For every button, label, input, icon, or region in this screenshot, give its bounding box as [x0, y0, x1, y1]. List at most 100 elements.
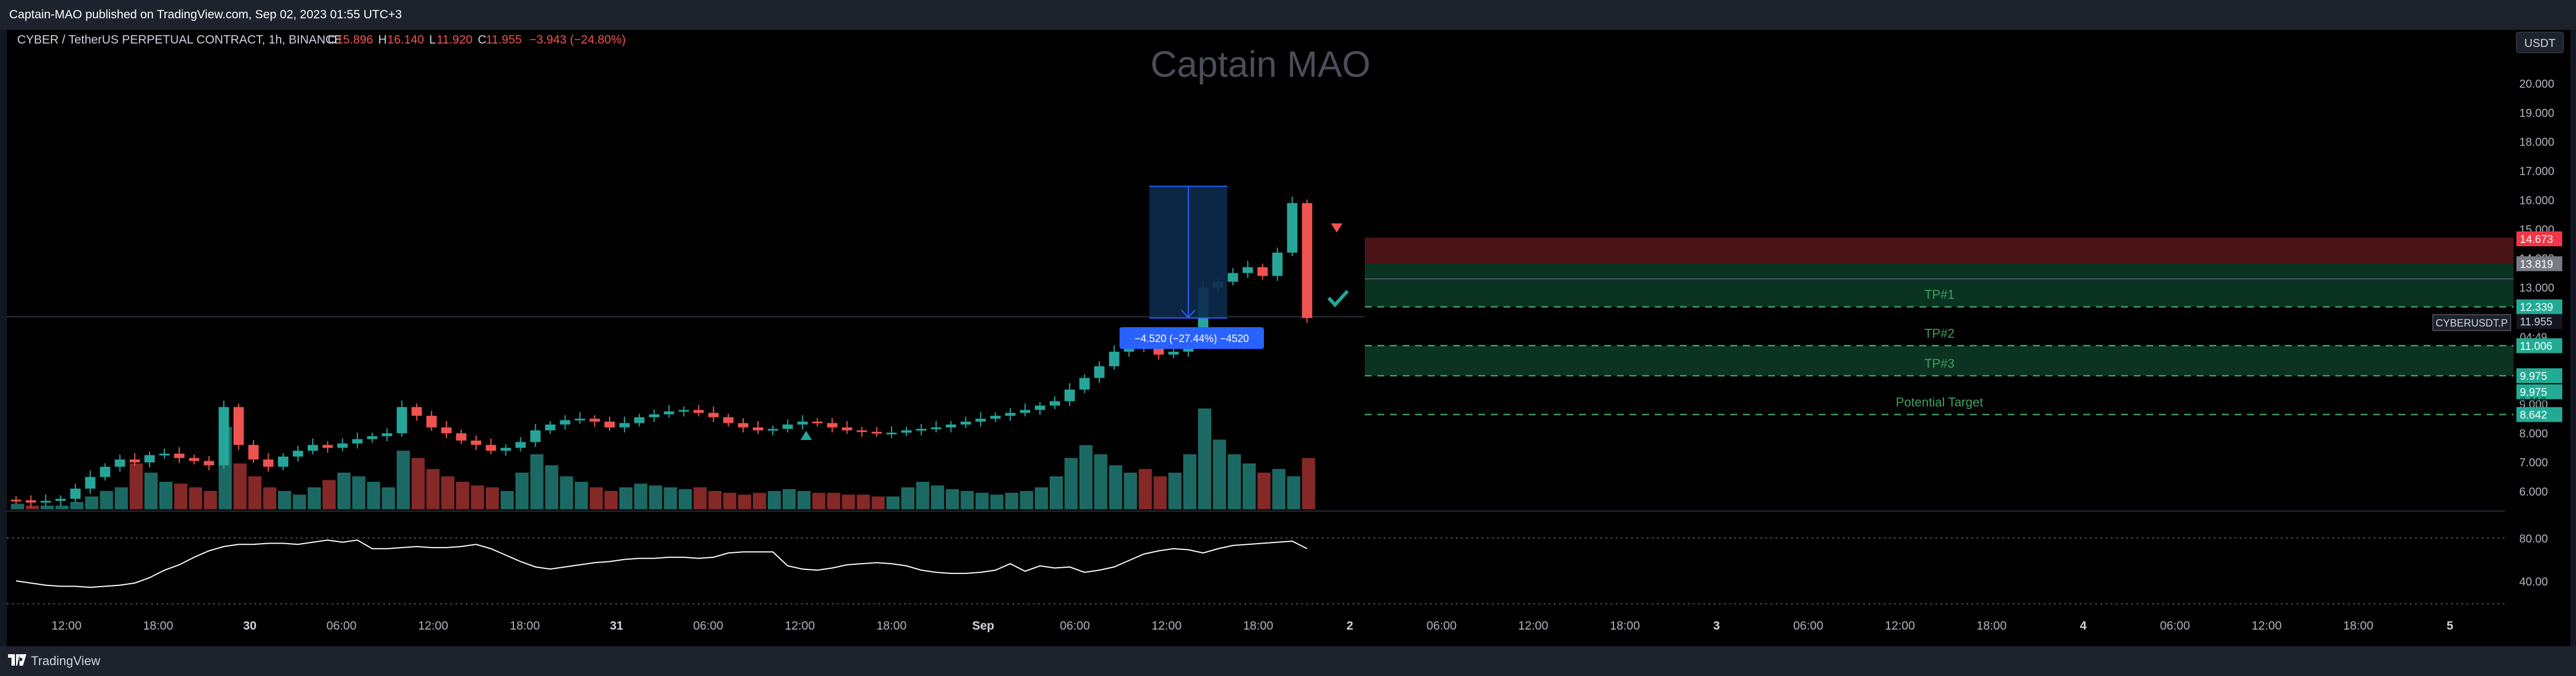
- candle-body: [85, 477, 96, 489]
- tp1-label: TP#1: [1925, 288, 1955, 302]
- candle-body: [100, 466, 111, 477]
- time-tick: 06:00: [1793, 619, 1824, 632]
- volume-bar: [85, 496, 99, 509]
- legend-high-label: H: [378, 33, 387, 46]
- legend-high-value: 16.140: [387, 33, 424, 46]
- candle-body: [649, 414, 659, 418]
- price-tick: 19.000: [2519, 107, 2554, 120]
- time-axis[interactable]: 12:00 18:00 30 06:00 12:00 18:00 31 06:00 12:00 1…: [52, 619, 2453, 632]
- last-price-tag: 11.955: [2520, 316, 2553, 328]
- candle-body: [308, 445, 318, 451]
- measure-label-box: [1120, 327, 1264, 349]
- candle-body: [604, 421, 615, 428]
- candle-body: [189, 458, 199, 461]
- volume-bar: [619, 487, 633, 509]
- candle-body: [1109, 351, 1120, 367]
- volume-bar: [1050, 476, 1063, 509]
- tp3-tag: 9.975: [2520, 371, 2547, 383]
- time-tick: 2: [1346, 619, 1353, 632]
- volume-bar: [960, 491, 974, 509]
- volume-bar: [886, 496, 900, 509]
- candle-body: [1035, 405, 1046, 410]
- volume-bar: [857, 494, 870, 509]
- tradingview-logo[interactable]: TradingView: [8, 653, 100, 669]
- measure-label: −4.520 (−27.44%) −4520: [1134, 333, 1249, 344]
- candle-body: [530, 430, 541, 442]
- candle-body: [322, 445, 333, 448]
- time-tick: 06:00: [327, 619, 357, 632]
- candle-body: [515, 442, 526, 448]
- tp3-tag-secondary-bg: [2516, 384, 2562, 399]
- time-tick: Sep: [972, 619, 995, 632]
- chart-canvas[interactable]: TP#1 TP#2 TP#3 Potential Target Captain MAO…: [7, 30, 2570, 646]
- profit-zone-upper: [1365, 264, 2514, 307]
- tp3-tag-bg: [2516, 368, 2562, 383]
- price-axis[interactable]: 20.00019.00018.00017.00016.00015.00014.0…: [2519, 78, 2554, 498]
- chart-panel: TP#1 TP#2 TP#3 Potential Target Captain MAO…: [7, 30, 2570, 646]
- volume-bar: [945, 489, 959, 509]
- time-tick: 12:00: [1152, 619, 1182, 632]
- volume-bar: [753, 493, 766, 509]
- time-tick: 12:00: [418, 619, 449, 632]
- entry-tag: 13.819: [2520, 258, 2553, 270]
- candle-body: [871, 431, 882, 434]
- volume-bar: [827, 493, 841, 509]
- candle-body: [960, 421, 971, 425]
- legend-open-value: 15.896: [336, 33, 373, 46]
- candle-body: [1287, 203, 1298, 253]
- time-tick: 18:00: [1610, 619, 1640, 632]
- volume-bar: [797, 491, 811, 509]
- candle-body: [560, 420, 571, 425]
- stop-tag-bg: [2516, 231, 2562, 246]
- candle-body: [545, 425, 556, 431]
- legend-symbol: CYBER / TetherUS PERPETUAL CONTRACT, 1h,…: [17, 33, 342, 46]
- volume-bar: [663, 487, 677, 509]
- candle-body: [278, 456, 289, 467]
- measure-arrow-head: [1181, 309, 1196, 319]
- volume-bar: [1094, 454, 1108, 509]
- volume-bar: [263, 487, 277, 509]
- tp2-tag: 11.006: [2520, 340, 2553, 352]
- candle-body: [203, 461, 214, 466]
- candle-body: [975, 418, 986, 422]
- symbol-tag-bg: [2432, 314, 2511, 331]
- rsi-tick: 40.00: [2519, 576, 2548, 588]
- candle-body: [248, 445, 259, 460]
- volume-bar: [411, 458, 425, 509]
- price-range-measure[interactable]: −4.520 (−27.44%) −4520: [1120, 186, 1264, 349]
- time-tick: 06:00: [2160, 619, 2190, 632]
- volume-bar: [560, 476, 574, 509]
- volume-bar: [545, 465, 559, 509]
- volume-bar: [1005, 493, 1019, 509]
- candle-body: [218, 407, 229, 466]
- candle-body: [634, 417, 645, 423]
- candle-body: [738, 423, 749, 428]
- price-tick: 20.000: [2519, 78, 2554, 91]
- candle-body: [337, 443, 348, 448]
- volume-bar: [590, 487, 603, 509]
- volume-bar: [189, 487, 202, 509]
- price-tick: 8.000: [2519, 427, 2548, 440]
- candle-body: [1302, 203, 1313, 319]
- candle-body: [40, 501, 51, 503]
- candle-body: [1227, 273, 1238, 282]
- volume-bar: [308, 487, 321, 509]
- currency-label: USDT: [2524, 37, 2555, 50]
- candle-body: [352, 439, 363, 444]
- volume-bar: [426, 469, 440, 509]
- volume-bar: [129, 463, 143, 509]
- candle-body: [55, 498, 66, 501]
- legend-low-label: L: [429, 33, 436, 46]
- volume-bar: [1272, 469, 1286, 509]
- sell-signal-arrow: [1331, 223, 1342, 233]
- currency-button[interactable]: [2516, 32, 2564, 53]
- volume-bar: [1109, 465, 1122, 509]
- candle-body: [842, 427, 853, 431]
- volume-bar: [1138, 469, 1152, 509]
- time-tick: 18:00: [877, 619, 907, 632]
- time-tick: 18:00: [143, 619, 174, 632]
- candle-body: [70, 488, 81, 499]
- volume-bar: [990, 494, 1004, 509]
- legend-change: −3.943 (−24.80%): [529, 33, 626, 46]
